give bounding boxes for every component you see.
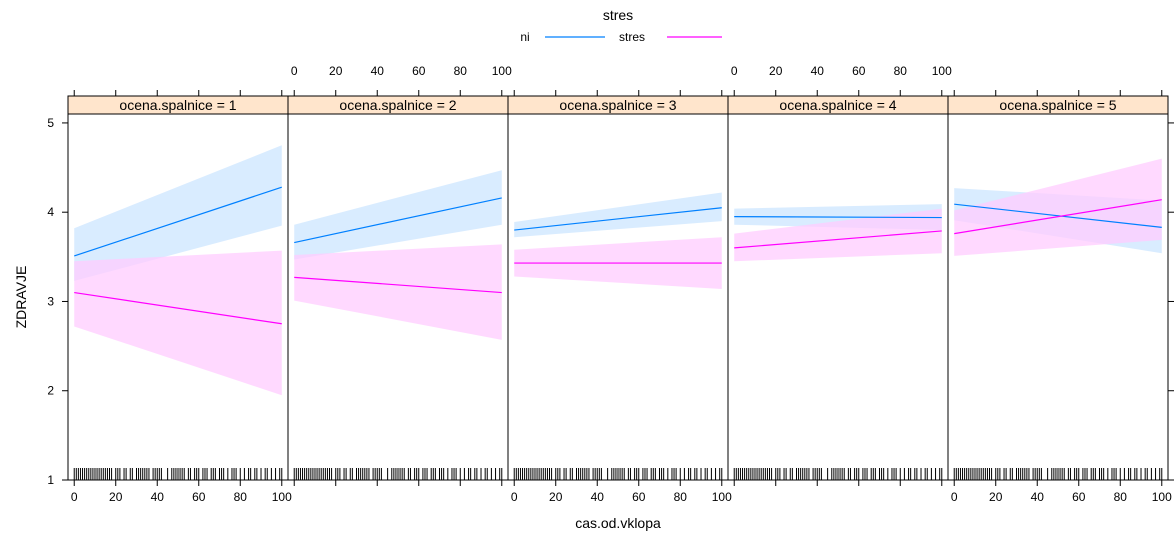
x-tick-label: 0 xyxy=(291,64,298,78)
legend-title: stres xyxy=(603,7,633,23)
x-tick-label: 80 xyxy=(454,64,468,78)
panel-1: ocena.spalnice = 1 xyxy=(67,95,289,481)
line-ni-5 xyxy=(954,203,1162,228)
rug-3 xyxy=(513,468,723,480)
line-ni-1 xyxy=(74,186,282,257)
line-stres-2 xyxy=(294,276,502,294)
strip-label-3: ocena.spalnice = 3 xyxy=(559,97,676,113)
legend: stres ni stres xyxy=(520,7,722,44)
x-tick-label: 80 xyxy=(674,490,688,504)
x-tick-label: 60 xyxy=(412,64,426,78)
line-ni-4 xyxy=(734,216,942,219)
panel-content-3 xyxy=(513,192,723,480)
panel-2: ocena.spalnice = 2 xyxy=(287,95,509,481)
x-tick-label: 40 xyxy=(811,64,825,78)
panel-4: ocena.spalnice = 4 xyxy=(727,95,949,481)
x-tick-label: 100 xyxy=(712,490,732,504)
band-stres-2 xyxy=(294,244,502,340)
band-stres-5 xyxy=(954,158,1162,256)
band-stres-4 xyxy=(734,208,942,262)
x-tick-label: 40 xyxy=(151,490,165,504)
band-ni-2 xyxy=(294,170,502,260)
y-tick-label: 1 xyxy=(47,473,54,487)
y-tick-label: 2 xyxy=(47,384,54,398)
rug-2 xyxy=(293,468,503,480)
line-ni-2 xyxy=(294,197,502,244)
panel-border-4 xyxy=(727,113,949,481)
x-tick-label: 0 xyxy=(511,490,518,504)
rug-4 xyxy=(733,468,943,480)
x-tick-label: 60 xyxy=(632,490,646,504)
x-tick-label: 40 xyxy=(1031,490,1045,504)
x-tick-label: 60 xyxy=(192,490,206,504)
x-tick-label: 20 xyxy=(989,490,1003,504)
panel-border-3 xyxy=(507,113,729,481)
axes: 1 2 3 4 5 0 20 40 60 80 100 0 20 40 60 80 100 0 20 40 60 80 10… xyxy=(47,64,1174,504)
strip-label-5: ocena.spalnice = 5 xyxy=(999,97,1116,113)
x-tick-label: 60 xyxy=(1072,490,1086,504)
strip-label-1: ocena.spalnice = 1 xyxy=(119,97,236,113)
x-tick-label: 0 xyxy=(71,490,78,504)
y-tick-label: 3 xyxy=(47,294,54,308)
line-stres-4 xyxy=(734,230,942,249)
legend-label-stres: stres xyxy=(619,30,645,44)
x-tick-label: 100 xyxy=(1152,490,1172,504)
rug-5 xyxy=(953,468,1163,480)
x-tick-label: 20 xyxy=(549,490,563,504)
panels: ocena.spalnice = 1 ocena.spalnice = 2 ocen… xyxy=(67,95,1169,481)
x-tick-label: 20 xyxy=(769,64,783,78)
x-tick-label: 0 xyxy=(731,64,738,78)
band-stres-1 xyxy=(74,250,282,396)
panel-content-4 xyxy=(733,204,943,480)
band-ni-1 xyxy=(74,145,282,281)
y-tick-label: 5 xyxy=(47,116,54,130)
x-tick-label: 100 xyxy=(492,64,512,78)
legend-label-ni: ni xyxy=(520,30,529,44)
x-tick-label: 40 xyxy=(371,64,385,78)
x-tick-label: 80 xyxy=(234,490,248,504)
y-axis-title: ZDRAVJE xyxy=(13,266,29,329)
panel-content-2 xyxy=(293,170,503,480)
x-tick-label: 40 xyxy=(591,490,605,504)
panel-content-1 xyxy=(73,145,283,480)
x-tick-label: 20 xyxy=(329,64,343,78)
rug-1 xyxy=(73,468,283,480)
x-axis-title: cas.od.vklopa xyxy=(575,515,661,531)
strip-label-2: ocena.spalnice = 2 xyxy=(339,97,456,113)
strip-label-4: ocena.spalnice = 4 xyxy=(779,97,896,113)
x-tick-label: 80 xyxy=(894,64,908,78)
x-tick-label: 20 xyxy=(109,490,123,504)
line-stres-5 xyxy=(954,199,1162,235)
x-tick-label: 100 xyxy=(272,490,292,504)
x-tick-label: 60 xyxy=(852,64,866,78)
panel-content-5 xyxy=(953,158,1163,480)
panel-3: ocena.spalnice = 3 xyxy=(507,95,729,481)
line-ni-3 xyxy=(514,207,722,231)
line-stres-1 xyxy=(74,291,282,325)
panel-5: ocena.spalnice = 5 xyxy=(947,95,1169,481)
x-tick-label: 0 xyxy=(951,490,958,504)
y-tick-label: 4 xyxy=(47,205,54,219)
x-tick-label: 100 xyxy=(932,64,952,78)
outer-border xyxy=(67,95,1169,481)
band-ni-3 xyxy=(514,192,722,238)
x-tick-label: 80 xyxy=(1114,490,1128,504)
legend-entries: ni stres xyxy=(520,30,722,44)
